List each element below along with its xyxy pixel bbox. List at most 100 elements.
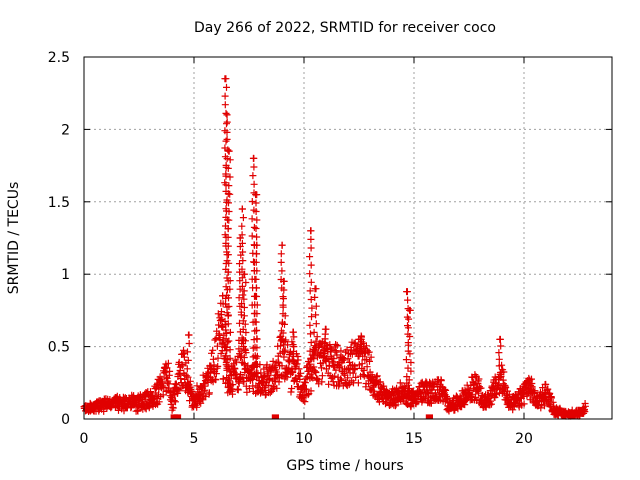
data-point — [183, 372, 191, 380]
data-point — [277, 258, 285, 266]
data-point — [354, 379, 362, 387]
data-point — [281, 338, 289, 346]
data-point — [488, 400, 495, 408]
data-point — [537, 404, 545, 412]
data-point — [253, 301, 261, 309]
data-point — [235, 345, 243, 353]
data-point — [548, 394, 555, 402]
data-point — [237, 308, 245, 316]
data-point — [348, 350, 356, 358]
data-point — [225, 363, 233, 371]
data-point — [249, 376, 256, 383]
data-point — [528, 383, 536, 391]
data-point — [308, 373, 316, 381]
data-point — [184, 356, 192, 364]
data-point — [221, 101, 229, 109]
data-point — [302, 385, 310, 393]
zero-point — [173, 414, 182, 419]
data-point — [252, 284, 260, 292]
data-point — [226, 285, 234, 293]
data-point — [225, 147, 233, 155]
data-point — [221, 92, 229, 100]
data-point — [134, 407, 142, 415]
data-point — [253, 241, 261, 249]
data-point — [307, 330, 314, 338]
data-point — [301, 398, 309, 406]
data-point — [222, 109, 230, 117]
data-point — [250, 163, 258, 171]
data-point — [288, 338, 296, 346]
data-point — [581, 408, 589, 416]
grid-lines — [84, 57, 612, 419]
data-point — [100, 407, 108, 415]
data-point — [222, 329, 230, 337]
data-point — [238, 222, 246, 230]
data-point — [249, 172, 257, 180]
data-point — [243, 388, 251, 396]
data-point — [225, 182, 233, 190]
data-point — [328, 345, 336, 353]
data-point — [299, 396, 307, 404]
data-point — [238, 274, 246, 282]
data-point — [222, 75, 230, 83]
data-point — [223, 120, 230, 128]
data-point — [297, 369, 304, 377]
data-point — [581, 402, 589, 410]
data-point — [222, 172, 230, 180]
data-point — [222, 352, 229, 360]
data-point — [253, 352, 261, 360]
data-point — [307, 227, 315, 235]
data-point — [406, 306, 414, 314]
data-point — [306, 321, 314, 329]
data-point — [238, 282, 246, 290]
data-point — [223, 347, 231, 355]
data-point — [277, 250, 285, 258]
data-point — [338, 376, 345, 384]
x-tick-label: 0 — [80, 431, 89, 447]
data-point — [405, 385, 413, 393]
chart-title: Day 266 of 2022, SRMTID for receiver coc… — [194, 20, 496, 36]
data-point — [278, 362, 286, 370]
data-point — [207, 369, 215, 376]
data-point — [222, 137, 230, 145]
data-point — [531, 387, 539, 395]
data-point — [252, 275, 260, 283]
data-point — [289, 328, 297, 336]
data-point — [223, 118, 231, 126]
data-point — [549, 398, 557, 406]
data-point — [278, 241, 286, 249]
data-point — [225, 337, 233, 345]
data-point — [307, 364, 315, 372]
data-point — [285, 364, 293, 372]
y-tick-label: 2.5 — [48, 50, 70, 66]
data-point — [218, 339, 226, 347]
data-point — [311, 346, 319, 354]
data-point — [307, 278, 315, 286]
data-point — [311, 293, 319, 301]
data-point — [307, 387, 315, 395]
data-point — [307, 244, 315, 252]
data-point — [306, 347, 314, 355]
data-point — [310, 355, 318, 363]
data-point — [495, 349, 503, 357]
data-point — [216, 317, 224, 324]
data-point — [466, 387, 474, 394]
data-point — [225, 294, 232, 302]
data-point — [240, 312, 248, 320]
data-point — [239, 248, 247, 256]
data-point — [184, 382, 192, 390]
data-point — [541, 402, 548, 410]
data-point — [323, 345, 330, 352]
data-point — [253, 267, 261, 275]
data-point — [226, 173, 234, 181]
data-point — [224, 320, 232, 328]
data-point — [370, 387, 378, 395]
data-point — [253, 310, 261, 318]
data-point — [240, 287, 248, 295]
data-point — [248, 232, 256, 240]
data-point — [225, 303, 233, 310]
data-point — [336, 363, 344, 371]
data-point — [224, 146, 232, 154]
data-point — [280, 286, 288, 294]
